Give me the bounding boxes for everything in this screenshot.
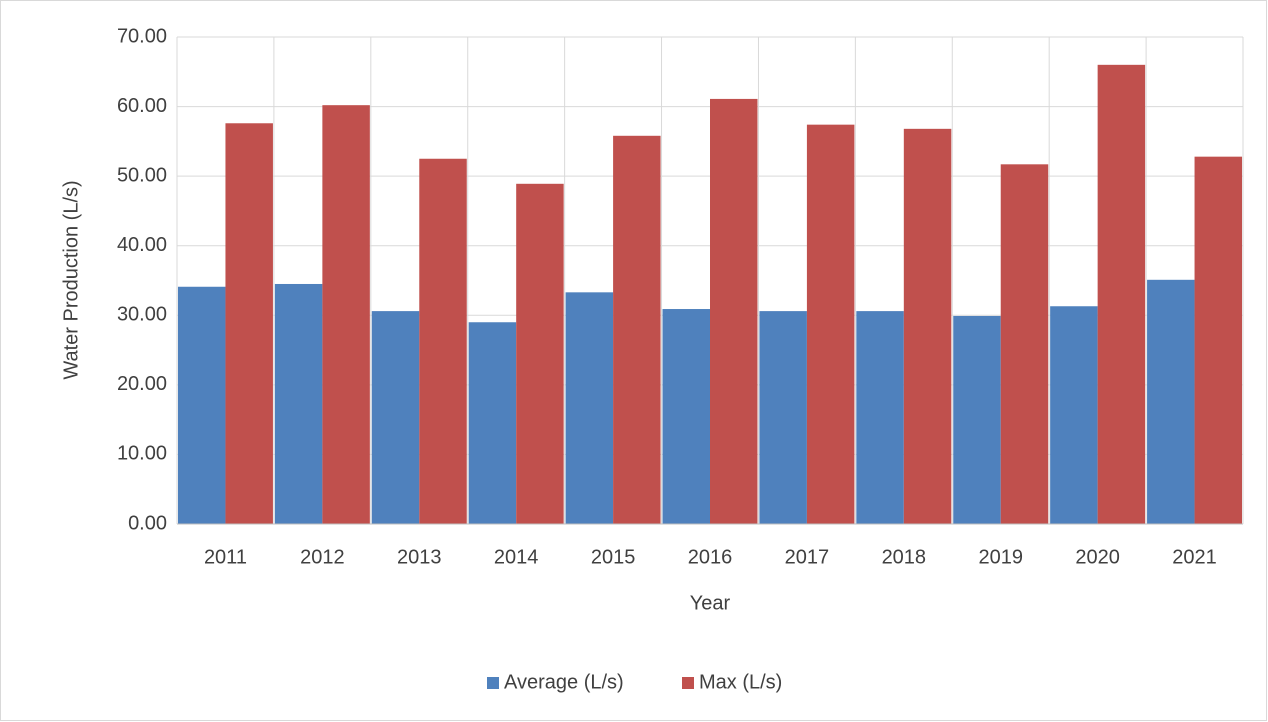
bar (903, 128, 952, 524)
bar (565, 292, 614, 524)
y-tick-label: 40.00 (117, 234, 167, 256)
x-tick-label: 2021 (1172, 546, 1217, 568)
x-tick-label: 2016 (688, 546, 733, 568)
legend-label: Average (L/s) (504, 671, 624, 693)
bar (710, 98, 758, 524)
legend-swatch (682, 677, 694, 689)
bar (1097, 64, 1146, 524)
x-tick-label: 2013 (397, 546, 442, 568)
x-axis-label: Year (690, 592, 731, 614)
y-tick-label: 50.00 (117, 164, 167, 186)
bar (371, 311, 420, 524)
y-tick-label: 10.00 (117, 443, 167, 465)
y-tick-label: 0.00 (128, 512, 167, 534)
x-tick-label: 2014 (494, 546, 539, 568)
y-axis-label: Water Production (L/s) (60, 180, 82, 379)
bar (516, 183, 564, 524)
x-tick-label: 2020 (1075, 546, 1120, 568)
bar (662, 309, 710, 524)
bar (225, 123, 273, 525)
x-tick-label: 2011 (204, 546, 247, 568)
bar (613, 135, 661, 524)
x-tick-label: 2019 (978, 546, 1023, 568)
x-tick-label: 2017 (785, 546, 830, 568)
bar (274, 283, 323, 524)
bar (1147, 279, 1195, 524)
bar (953, 315, 1001, 524)
legend-label: Max (L/s) (699, 671, 782, 693)
x-tick-label: 2012 (300, 546, 345, 568)
bar (468, 322, 517, 524)
legend-swatch (487, 677, 499, 689)
x-tick-label: 2015 (591, 546, 636, 568)
y-tick-label: 20.00 (117, 373, 167, 395)
bar (1194, 156, 1243, 525)
bar (419, 158, 467, 524)
bar (177, 286, 226, 524)
y-tick-label: 60.00 (117, 95, 167, 117)
bar (1000, 164, 1049, 524)
bar (322, 105, 370, 525)
bar (806, 124, 855, 524)
bar (1050, 306, 1098, 524)
y-tick-label: 30.00 (117, 304, 167, 326)
bar (759, 311, 807, 524)
x-tick-label: 2018 (882, 546, 927, 568)
y-tick-label: 70.00 (117, 25, 167, 47)
bar (856, 311, 904, 524)
